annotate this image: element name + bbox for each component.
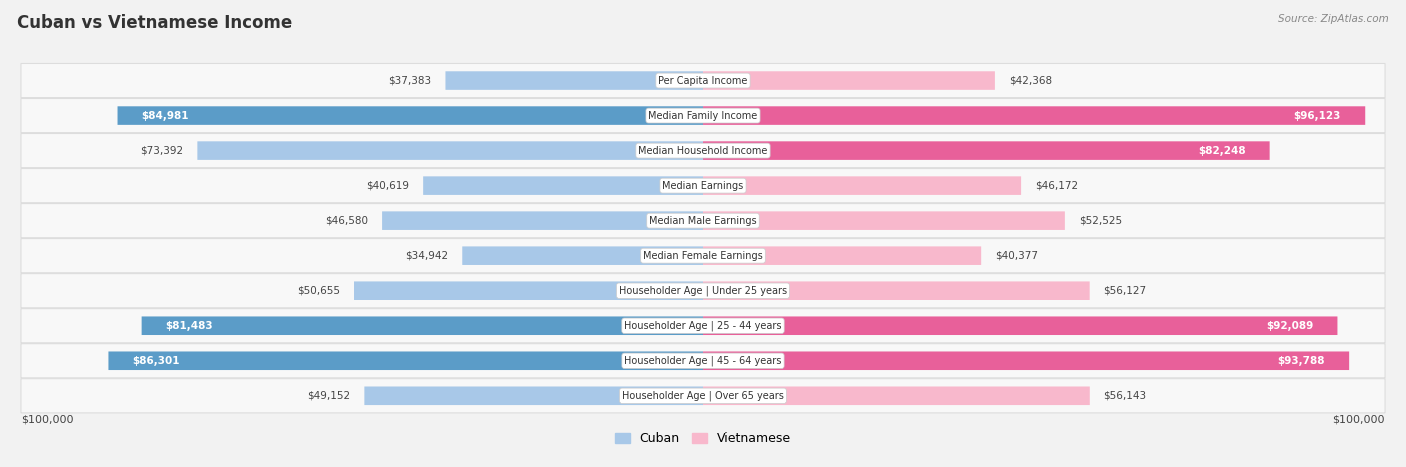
- Text: $100,000: $100,000: [21, 415, 73, 425]
- Text: Source: ZipAtlas.com: Source: ZipAtlas.com: [1278, 14, 1389, 24]
- Text: $73,392: $73,392: [141, 146, 184, 156]
- FancyBboxPatch shape: [382, 212, 703, 230]
- FancyBboxPatch shape: [703, 247, 981, 265]
- FancyBboxPatch shape: [197, 142, 703, 160]
- Text: $82,248: $82,248: [1198, 146, 1246, 156]
- FancyBboxPatch shape: [21, 274, 1385, 308]
- Text: $93,788: $93,788: [1278, 356, 1324, 366]
- FancyBboxPatch shape: [21, 134, 1385, 168]
- Text: $52,525: $52,525: [1078, 216, 1122, 226]
- Text: Householder Age | 25 - 44 years: Householder Age | 25 - 44 years: [624, 320, 782, 331]
- Text: $42,368: $42,368: [1008, 76, 1052, 85]
- Text: Median Earnings: Median Earnings: [662, 181, 744, 191]
- FancyBboxPatch shape: [463, 247, 703, 265]
- Text: $37,383: $37,383: [388, 76, 432, 85]
- Text: $46,172: $46,172: [1035, 181, 1078, 191]
- Text: $92,089: $92,089: [1265, 321, 1313, 331]
- FancyBboxPatch shape: [703, 352, 1350, 370]
- FancyBboxPatch shape: [703, 71, 995, 90]
- FancyBboxPatch shape: [364, 387, 703, 405]
- FancyBboxPatch shape: [21, 64, 1385, 98]
- FancyBboxPatch shape: [21, 344, 1385, 378]
- Text: $34,942: $34,942: [405, 251, 449, 261]
- Text: $86,301: $86,301: [132, 356, 180, 366]
- FancyBboxPatch shape: [21, 99, 1385, 133]
- Text: Median Family Income: Median Family Income: [648, 111, 758, 120]
- Text: Householder Age | 45 - 64 years: Householder Age | 45 - 64 years: [624, 355, 782, 366]
- FancyBboxPatch shape: [446, 71, 703, 90]
- Text: $40,377: $40,377: [995, 251, 1038, 261]
- Text: $50,655: $50,655: [297, 286, 340, 296]
- FancyBboxPatch shape: [21, 204, 1385, 238]
- FancyBboxPatch shape: [118, 106, 703, 125]
- Text: Cuban vs Vietnamese Income: Cuban vs Vietnamese Income: [17, 14, 292, 32]
- Text: Median Household Income: Median Household Income: [638, 146, 768, 156]
- FancyBboxPatch shape: [21, 379, 1385, 413]
- FancyBboxPatch shape: [108, 352, 703, 370]
- FancyBboxPatch shape: [703, 317, 1337, 335]
- FancyBboxPatch shape: [21, 309, 1385, 343]
- Text: Householder Age | Over 65 years: Householder Age | Over 65 years: [621, 390, 785, 401]
- FancyBboxPatch shape: [703, 387, 1090, 405]
- Text: $46,580: $46,580: [325, 216, 368, 226]
- FancyBboxPatch shape: [21, 169, 1385, 203]
- Text: $96,123: $96,123: [1294, 111, 1341, 120]
- Text: $84,981: $84,981: [142, 111, 190, 120]
- Text: $81,483: $81,483: [166, 321, 214, 331]
- Text: Householder Age | Under 25 years: Householder Age | Under 25 years: [619, 285, 787, 296]
- FancyBboxPatch shape: [703, 106, 1365, 125]
- FancyBboxPatch shape: [703, 282, 1090, 300]
- FancyBboxPatch shape: [703, 212, 1064, 230]
- Text: Median Male Earnings: Median Male Earnings: [650, 216, 756, 226]
- Text: $56,143: $56,143: [1104, 391, 1147, 401]
- FancyBboxPatch shape: [703, 177, 1021, 195]
- Legend: Cuban, Vietnamese: Cuban, Vietnamese: [614, 432, 792, 445]
- FancyBboxPatch shape: [142, 317, 703, 335]
- FancyBboxPatch shape: [354, 282, 703, 300]
- Text: $100,000: $100,000: [1333, 415, 1385, 425]
- Text: Per Capita Income: Per Capita Income: [658, 76, 748, 85]
- FancyBboxPatch shape: [703, 142, 1270, 160]
- FancyBboxPatch shape: [423, 177, 703, 195]
- Text: Median Female Earnings: Median Female Earnings: [643, 251, 763, 261]
- Text: $40,619: $40,619: [367, 181, 409, 191]
- FancyBboxPatch shape: [21, 239, 1385, 273]
- Text: $56,127: $56,127: [1104, 286, 1146, 296]
- Text: $49,152: $49,152: [308, 391, 350, 401]
